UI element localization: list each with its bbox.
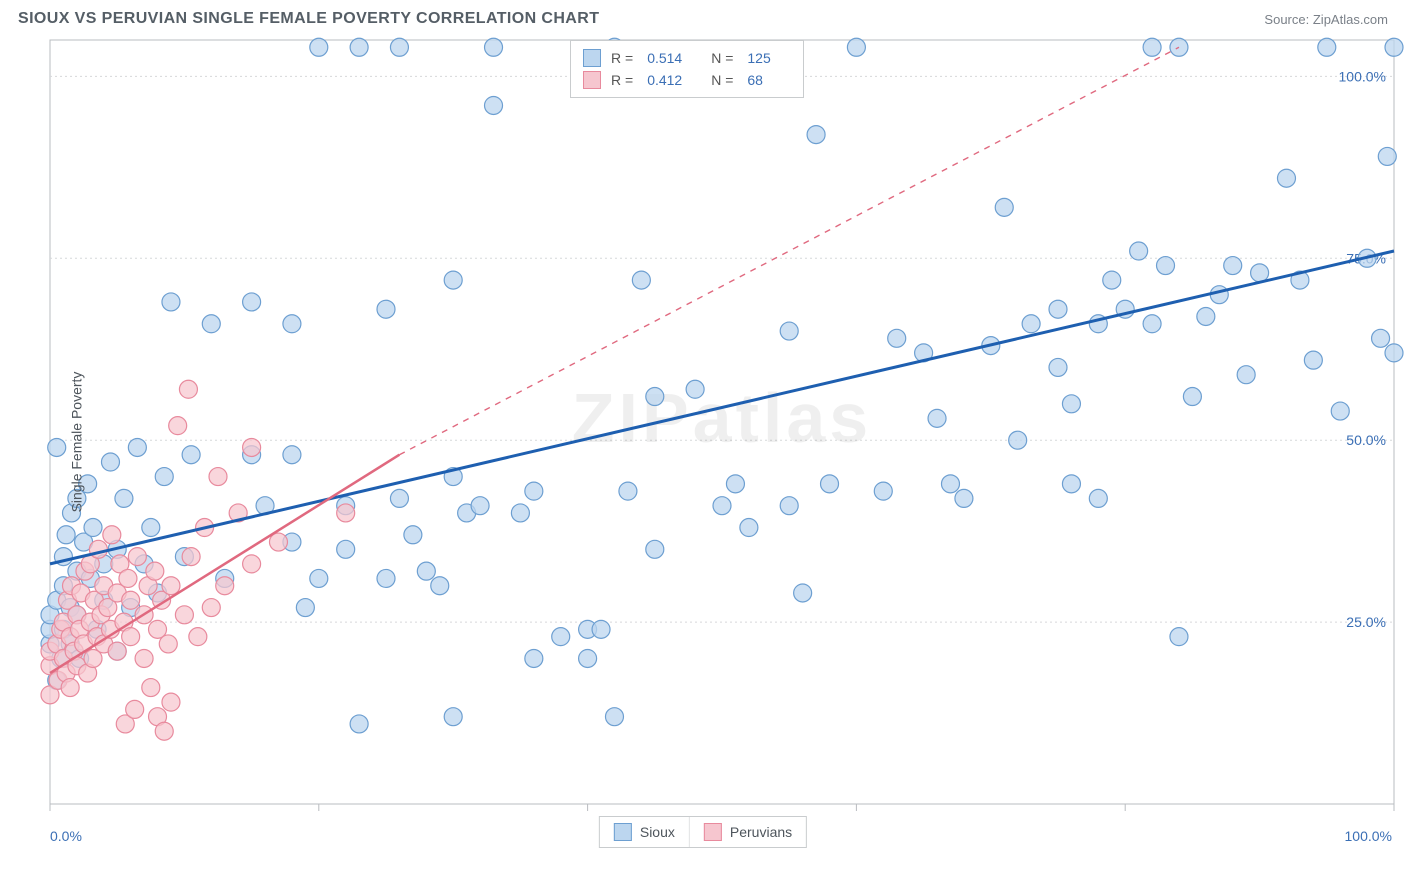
source-link[interactable]: ZipAtlas.com xyxy=(1313,12,1388,27)
n-value: 68 xyxy=(747,69,791,91)
series-legend-item[interactable]: Peruvians xyxy=(689,817,806,847)
source-label: Source: xyxy=(1264,12,1309,27)
r-value: 0.412 xyxy=(647,69,691,91)
y-axis-label: Single Female Poverty xyxy=(68,372,84,513)
n-value: 125 xyxy=(747,47,791,69)
series-legend-label: Sioux xyxy=(640,824,675,840)
series-legend-item[interactable]: Sioux xyxy=(600,817,689,847)
n-label: N = xyxy=(711,47,733,69)
chart-title: SIOUX VS PERUVIAN SINGLE FEMALE POVERTY … xyxy=(18,10,599,28)
chart-area: Single Female Poverty 25.0%50.0%75.0%100… xyxy=(0,34,1406,850)
svg-text:ZIPatlas: ZIPatlas xyxy=(572,379,872,457)
legend-swatch xyxy=(704,823,722,841)
legend-swatch xyxy=(583,71,601,89)
chart-source: Source: ZipAtlas.com xyxy=(1264,12,1388,27)
svg-text:25.0%: 25.0% xyxy=(1346,614,1386,630)
svg-text:50.0%: 50.0% xyxy=(1346,432,1386,448)
series-legend-label: Peruvians xyxy=(730,824,792,840)
scatter-plot-svg: 25.0%50.0%75.0%100.0%ZIPatlas xyxy=(0,34,1406,850)
svg-text:100.0%: 100.0% xyxy=(1339,68,1386,84)
stats-legend-row: R = 0.514 N = 125 xyxy=(583,47,791,69)
series-legend: Sioux Peruvians xyxy=(599,816,807,848)
x-axis-max-label: 100.0% xyxy=(1345,828,1392,844)
n-label: N = xyxy=(711,69,733,91)
r-label: R = xyxy=(611,47,633,69)
legend-swatch xyxy=(614,823,632,841)
r-value: 0.514 xyxy=(647,47,691,69)
stats-legend-row: R = 0.412 N = 68 xyxy=(583,69,791,91)
legend-swatch xyxy=(583,49,601,67)
r-label: R = xyxy=(611,69,633,91)
stats-legend: R = 0.514 N = 125 R = 0.412 N = 68 xyxy=(570,40,804,98)
x-axis-min-label: 0.0% xyxy=(50,828,82,844)
chart-header: SIOUX VS PERUVIAN SINGLE FEMALE POVERTY … xyxy=(0,0,1406,34)
